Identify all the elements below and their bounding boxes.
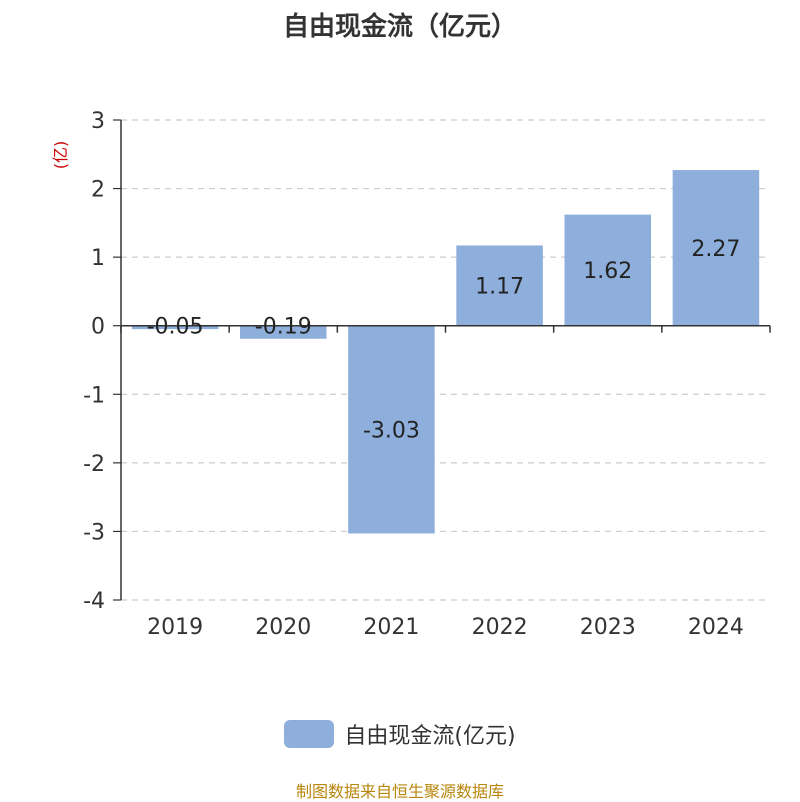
x-tick-label: 2020: [255, 615, 311, 640]
bar: [131, 325, 219, 330]
data-label: 1.62: [583, 259, 632, 284]
y-tick-label: 2: [91, 178, 105, 203]
x-axis-ticks: 2019 2020 2021 2022 2023 2024: [147, 615, 744, 640]
x-tick-label: 2024: [688, 615, 744, 640]
x-tick-label: 2021: [363, 615, 419, 640]
bar: [672, 170, 760, 326]
source-note: 制图数据来自恒生聚源数据库: [295, 782, 504, 801]
legend[interactable]: 自由现金流(亿元): [0, 718, 800, 750]
y-tick-label: -2: [83, 452, 105, 477]
legend-swatch: [284, 720, 335, 748]
axes: [120, 120, 771, 600]
y-tick-label: 0: [91, 315, 105, 340]
bar: [348, 325, 435, 534]
bar: [456, 245, 543, 326]
data-label: -0.19: [255, 315, 312, 340]
y-tick-label: -4: [83, 589, 105, 614]
x-tick-label: 2022: [472, 615, 528, 640]
data-label: 2.27: [691, 237, 740, 262]
data-label: 1.17: [475, 275, 524, 300]
y-tick-label: -3: [83, 520, 105, 545]
x-tick-label: 2019: [147, 615, 203, 640]
bars: [131, 170, 760, 534]
data-labels: -0.05 -0.19 -3.03 1.17 1.62 2.27: [147, 237, 741, 444]
legend-label: 自由现金流(亿元): [344, 724, 516, 749]
y-axis-label: (亿): [51, 141, 70, 170]
bar-chart: 3 2 1 0 -1 -2 -3 -4 2019 2020 2021 2022 2023 2024 -0…: [51, 109, 771, 640]
y-tick-label: 3: [91, 109, 105, 134]
chart-title: 自由现金流（亿元）: [282, 12, 517, 42]
data-label: -0.05: [147, 315, 204, 340]
y-tick-label: -1: [83, 383, 105, 408]
x-tick-label: 2023: [580, 615, 636, 640]
bar: [239, 325, 327, 339]
y-tick-label: 1: [91, 246, 105, 271]
y-axis-ticks: 3 2 1 0 -1 -2 -3 -4: [83, 109, 121, 614]
data-label: -3.03: [363, 419, 420, 444]
bar: [564, 214, 652, 326]
